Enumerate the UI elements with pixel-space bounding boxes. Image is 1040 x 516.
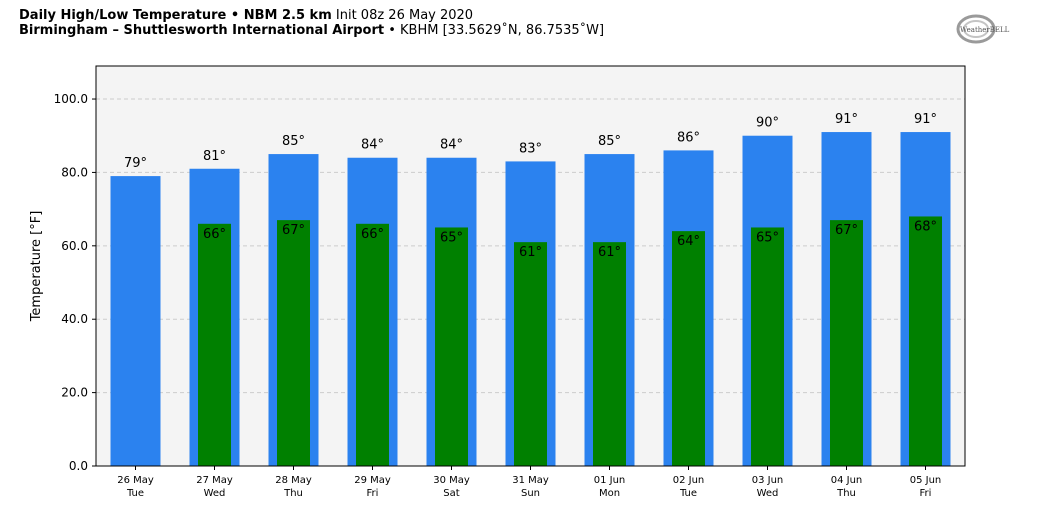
low-label: 67° <box>835 223 858 238</box>
x-tick-date: 02 Jun <box>673 475 705 486</box>
x-tick-day: Fri <box>367 488 379 499</box>
logo-text: WeatherBELL <box>960 26 1010 34</box>
high-label: 84° <box>440 138 463 153</box>
low-label: 67° <box>282 223 305 238</box>
x-tick-date: 30 May <box>433 475 470 486</box>
title-model: Daily High/Low Temperature • NBM 2.5 km <box>19 8 332 23</box>
x-tick-day: Tue <box>126 488 144 499</box>
y-tick-label: 80.0 <box>61 165 88 179</box>
y-tick-label: 100.0 <box>54 92 88 106</box>
x-tick-date: 28 May <box>275 475 312 486</box>
chart-subtitle: Birmingham – Shuttlesworth International… <box>19 23 604 39</box>
x-tick-day: Tue <box>679 488 697 499</box>
low-label: 65° <box>440 230 463 245</box>
init-time: Init 08z 26 May 2020 <box>335 8 474 23</box>
low-bar <box>672 231 705 466</box>
low-bar <box>593 242 626 466</box>
high-label: 83° <box>519 141 542 156</box>
high-label: 85° <box>598 134 621 149</box>
y-axis-label: Temperature [°F] <box>29 211 44 323</box>
low-label: 68° <box>914 219 937 234</box>
y-tick-label: 60.0 <box>61 239 88 253</box>
x-tick-date: 29 May <box>354 475 391 486</box>
x-tick-date: 26 May <box>117 475 154 486</box>
high-label: 86° <box>677 130 700 145</box>
low-label: 66° <box>361 227 384 242</box>
x-axis: 26 May Tue 27 May Wed 28 May Thu 29 May Fri 30 M… <box>117 466 941 499</box>
station-info: • KBHM [33.5629˚N, 86.7535˚W] <box>388 23 605 38</box>
y-axis: 0.0 20.0 40.0 60.0 80.0 100.0 <box>54 92 96 473</box>
chart-title: Daily High/Low Temperature • NBM 2.5 km … <box>19 8 473 24</box>
low-label: 64° <box>677 234 700 249</box>
low-label: 61° <box>519 245 542 260</box>
high-label: 81° <box>203 149 226 164</box>
x-tick-date: 01 Jun <box>594 475 626 486</box>
x-tick-day: Sat <box>443 488 459 499</box>
x-tick-day: Mon <box>599 488 620 499</box>
location-name: Birmingham – Shuttlesworth International… <box>19 23 385 38</box>
x-tick-day: Thu <box>836 488 856 499</box>
high-bar <box>110 176 161 466</box>
low-bar <box>909 216 942 466</box>
x-tick-date: 03 Jun <box>752 475 784 486</box>
low-bar <box>514 242 547 466</box>
y-tick-label: 0.0 <box>69 459 88 473</box>
low-label: 61° <box>598 245 621 260</box>
data-labels: 79° 81° 66° 85° 67° 84° 66° 84° 65° 83° 61° 85° 61° 8… <box>124 112 937 260</box>
x-tick-date: 04 Jun <box>831 475 863 486</box>
low-bars <box>198 216 942 466</box>
x-tick-day: Wed <box>757 488 779 499</box>
high-bars <box>110 132 951 467</box>
y-tick-label: 40.0 <box>61 312 88 326</box>
x-tick-day: Thu <box>283 488 303 499</box>
low-bar <box>830 220 863 466</box>
high-label: 79° <box>124 156 147 171</box>
x-tick-date: 27 May <box>196 475 233 486</box>
high-label: 84° <box>361 138 384 153</box>
high-label: 91° <box>835 112 858 127</box>
y-tick-label: 20.0 <box>61 386 88 400</box>
high-label: 91° <box>914 112 937 127</box>
x-tick-date: 31 May <box>512 475 549 486</box>
weatherbell-logo: WeatherBELL <box>956 14 1010 44</box>
low-label: 66° <box>203 227 226 242</box>
low-bar <box>356 223 389 466</box>
plot-frame <box>95 65 966 467</box>
low-bar <box>277 220 310 466</box>
high-label: 90° <box>756 116 779 131</box>
x-tick-day: Wed <box>204 488 226 499</box>
low-bar <box>751 227 784 466</box>
high-label: 85° <box>282 134 305 149</box>
low-bar <box>198 223 231 466</box>
low-bar <box>435 227 468 466</box>
x-tick-day: Fri <box>920 488 932 499</box>
x-tick-day: Sun <box>521 488 540 499</box>
x-tick-date: 05 Jun <box>910 475 942 486</box>
low-label: 65° <box>756 230 779 245</box>
